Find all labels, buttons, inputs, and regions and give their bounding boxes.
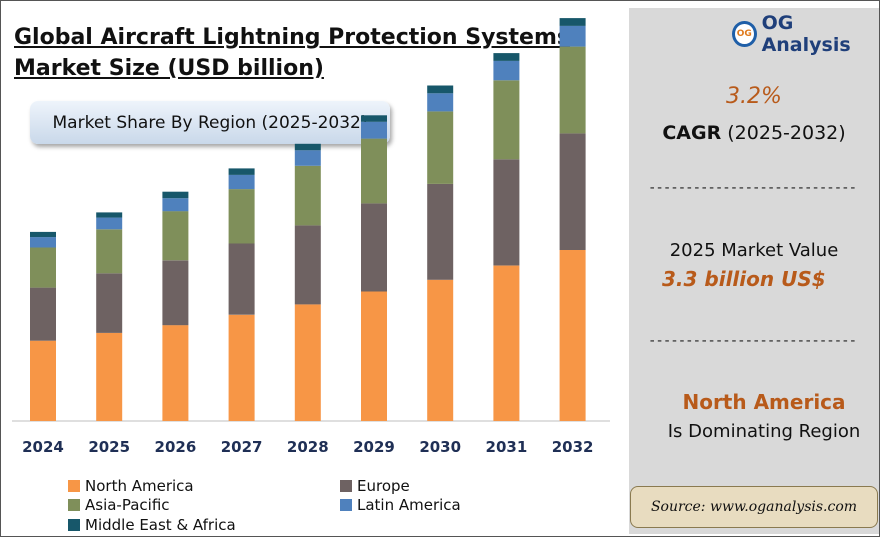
x-tick-2026: 2026 [155, 438, 197, 456]
bar-2032-europe [559, 133, 586, 250]
market-value-label: 2025 Market Value [669, 240, 839, 261]
legend-label-europe: Europe [357, 477, 410, 495]
bar-2027-latin-america [228, 174, 255, 190]
divider-top: ---------------------------- [648, 180, 857, 196]
bar-2028-latin-america [294, 150, 321, 166]
legend-swatch-latin-america [340, 499, 352, 511]
legend-latin-america: Latin America [340, 496, 461, 514]
bar-2024-asia-pacific [30, 247, 56, 288]
bar-chart: 2024 2025 2026 2027 2028 2029 2030 2031 2032 [12, 18, 610, 456]
bar-2031-latin-america [493, 60, 520, 81]
og-logo-icon: OG [732, 21, 757, 47]
legend-label-middle-east-africa: Middle East & Africa [85, 516, 236, 534]
bar-2026-north-america [162, 325, 189, 421]
dominating-label: Is Dominating Region [667, 421, 861, 442]
bar-2024-latin-america [30, 237, 56, 248]
bar-2032-asia-pacific [559, 46, 586, 134]
bar-2029-asia-pacific [361, 138, 387, 204]
bar-2029-latin-america [361, 121, 387, 139]
bar-2027-middle-east-africa [228, 168, 255, 175]
bar-2029-north-america [361, 291, 387, 421]
bar-2024-europe [30, 287, 56, 341]
bar-2024-middle-east-africa [30, 231, 56, 238]
cagr-value: 3.2% [726, 84, 782, 109]
region-share-badge: Market Share By Region (2025-2032) [30, 101, 390, 144]
legend-asia-pacific: Asia-Pacific [68, 496, 170, 514]
bar-2028-north-america [294, 304, 321, 421]
x-tick-2030: 2030 [419, 438, 461, 456]
bar-2029-middle-east-africa [361, 115, 387, 122]
dominating-region: North America [682, 390, 846, 414]
bar-2025-north-america [96, 332, 123, 421]
bar-2027-asia-pacific [228, 189, 255, 244]
summary-panel [629, 8, 879, 534]
bars-group [30, 18, 586, 421]
bar-2026-latin-america [162, 198, 189, 212]
bar-2030-europe [427, 183, 454, 280]
bar-2027-north-america [228, 314, 255, 421]
bar-2031-asia-pacific [493, 80, 520, 160]
cagr-period: (2025-2032) [727, 122, 846, 144]
bar-2025-latin-america [96, 217, 123, 230]
logo-text: OG Analysis [761, 12, 851, 56]
bar-2028-asia-pacific [294, 165, 321, 226]
legend-swatch-asia-pacific [68, 499, 80, 511]
bar-2030-middle-east-africa [427, 85, 454, 94]
legend-middle-east-africa: Middle East & Africa [68, 516, 236, 534]
bar-2025-europe [96, 273, 123, 333]
bar-2026-asia-pacific [162, 211, 189, 261]
legend-label-asia-pacific: Asia-Pacific [85, 496, 170, 514]
bar-2032-middle-east-africa [559, 18, 586, 26]
x-tick-2025: 2025 [88, 438, 130, 456]
market-value: 3.3 billion US$ [662, 267, 826, 291]
bar-2027-europe [228, 243, 255, 315]
bar-2028-middle-east-africa [294, 143, 321, 151]
x-tick-2031: 2031 [486, 438, 528, 456]
legend-swatch-north-america [68, 480, 80, 492]
bar-2030-north-america [427, 279, 454, 421]
bar-2030-latin-america [427, 93, 454, 112]
bar-2029-europe [361, 203, 387, 292]
bar-2032-latin-america [559, 25, 586, 47]
x-tick-2028: 2028 [287, 438, 329, 456]
legend-label-latin-america: Latin America [357, 496, 461, 514]
bar-2028-europe [294, 225, 321, 305]
cagr-label: CAGR [662, 122, 722, 144]
x-tick-2032: 2032 [552, 438, 594, 456]
bar-2026-middle-east-africa [162, 191, 189, 199]
bar-2031-north-america [493, 265, 520, 421]
legend-swatch-europe [340, 480, 352, 492]
chart-title: Global Aircraft Lightning Protection Sys… [14, 25, 570, 81]
bar-2026-europe [162, 260, 189, 326]
og-analysis-logo[interactable]: OG OG Analysis [732, 12, 880, 56]
x-ticks-group: 2024 2025 2026 2027 2028 2029 2030 2031 2032 [22, 438, 593, 456]
x-tick-2027: 2027 [221, 438, 263, 456]
legend-north-america: North America [68, 477, 194, 495]
cagr-label-line: CAGR (2025-2032) [629, 122, 879, 144]
divider-bottom: ---------------------------- [648, 333, 857, 349]
bar-2030-asia-pacific [427, 111, 454, 184]
legend-label-north-america: North America [85, 477, 194, 495]
bar-2031-europe [493, 159, 520, 266]
bar-2032-north-america [559, 250, 586, 421]
x-tick-2029: 2029 [353, 438, 395, 456]
bar-2025-middle-east-africa [96, 212, 123, 218]
x-tick-2024: 2024 [22, 438, 64, 456]
bar-2024-north-america [30, 340, 56, 421]
bar-2025-asia-pacific [96, 229, 123, 274]
source-box[interactable]: Source: www.oganalysis.com [630, 486, 878, 528]
legend-europe: Europe [340, 477, 410, 495]
legend-swatch-middle-east-africa [68, 519, 80, 531]
bar-2031-middle-east-africa [493, 53, 520, 61]
